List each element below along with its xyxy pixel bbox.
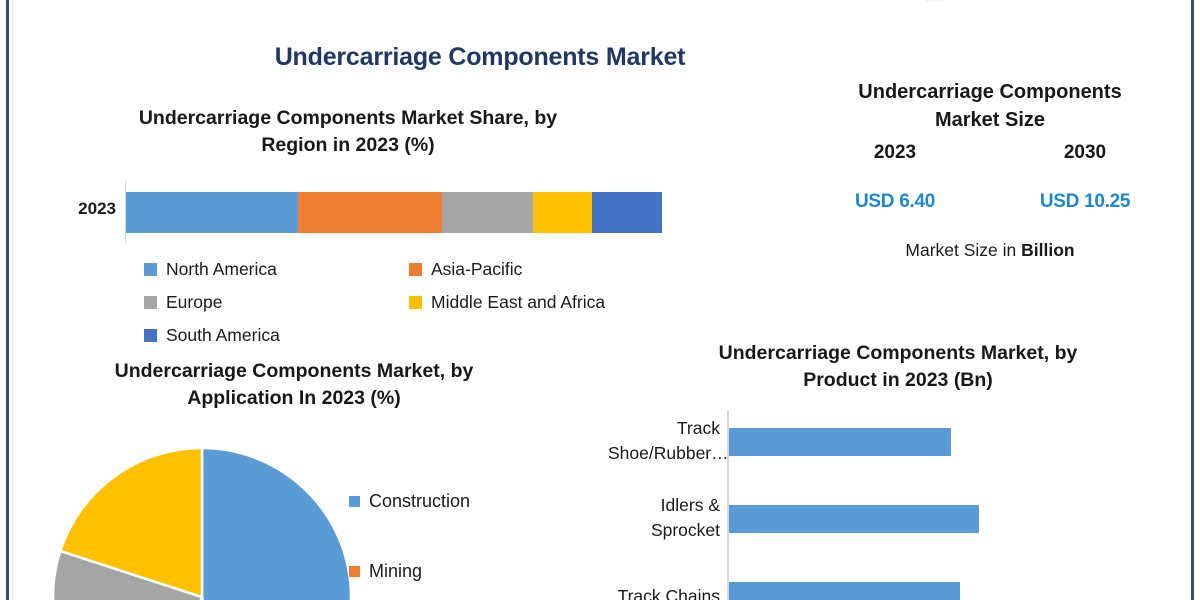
legend-item-label: Mining (369, 560, 423, 581)
region-share-axis-line (125, 181, 126, 243)
product-bar (729, 582, 960, 600)
product-bar-label-line1: Track Chains (617, 586, 720, 600)
market-size-column-end: 2030 USD 10.25 (990, 142, 1180, 213)
product-bar-row: Track Chains (608, 582, 1188, 600)
product-bar-label-line2: Shoe/Rubber… (608, 443, 729, 463)
frame-border-right (1191, 0, 1194, 600)
application-pie-title-line2: Application In 2023 (%) (187, 387, 401, 409)
pie-slice-agriculture (51, 549, 204, 600)
application-pie-svg (51, 446, 353, 600)
logo-remnant: ••• (925, 0, 943, 6)
legend-item-label: Middle East and Africa (431, 292, 606, 312)
frame-border-left-inner (12, 0, 13, 600)
legend-item: Asia-Pacific (409, 253, 674, 286)
market-size-year-end: 2030 (1063, 142, 1107, 163)
region-share-legend: North America Asia-Pacific Europe Middle Ea… (144, 253, 674, 352)
legend-item: South America (144, 319, 409, 352)
product-bar-label-line2: Sprocket (650, 520, 720, 540)
legend-swatch-icon (144, 329, 157, 342)
market-size-column-start: 2023 USD 6.40 (800, 142, 990, 213)
region-share-plot: 2023 (24, 181, 672, 243)
region-share-panel: Undercarriage Components Market Share, b… (24, 105, 672, 345)
region-share-title-line1: Undercarriage Components Market Share, b… (138, 107, 558, 129)
application-pie-legend: Construction Mining (349, 466, 579, 600)
application-pie-title: Undercarriage Components Market, by Appl… (24, 358, 564, 412)
market-size-value-start: USD 6.40 (855, 191, 935, 212)
page-title: Undercarriage Components Market (274, 43, 686, 71)
region-share-category-label: 2023 (78, 199, 116, 218)
market-size-title: Undercarriage Components Market Size (800, 78, 1180, 134)
market-size-year-start: 2023 (873, 142, 917, 163)
application-pie-title-line1: Undercarriage Components Market, by (114, 360, 474, 382)
market-size-footer-unit: Billion (1021, 240, 1075, 260)
legend-item: Europe (144, 286, 409, 319)
legend-swatch-icon (144, 296, 157, 309)
market-size-footer-prefix: Market Size in (905, 240, 1022, 260)
legend-swatch-icon (409, 263, 422, 276)
product-bars-axis-line (727, 410, 729, 600)
region-segment-europe (442, 192, 534, 233)
legend-item-label: Construction (369, 490, 471, 511)
legend-item-label: Europe (166, 292, 223, 312)
product-bar-label-line1: Track (676, 418, 720, 438)
frame-border-left (6, 0, 9, 600)
legend-item-label: Asia-Pacific (431, 259, 523, 279)
market-size-value-end: USD 10.25 (1039, 191, 1131, 212)
product-bar-label: Track Shoe/Rubber… (608, 416, 729, 466)
legend-swatch-icon (144, 263, 157, 276)
product-bars-panel: Undercarriage Components Market, by Prod… (608, 340, 1188, 600)
pie-slice-construction (200, 446, 353, 600)
product-bars-title-line1: Undercarriage Components Market, by (718, 342, 1078, 364)
region-segment-asia-pacific (297, 192, 443, 233)
product-bar-row: Track Shoe/Rubber… (608, 418, 1188, 504)
region-share-title-line2: Region in 2023 (%) (261, 134, 435, 156)
legend-item-label: South America (166, 325, 280, 345)
region-share-stacked-bar (126, 192, 662, 233)
application-pie-panel: Undercarriage Components Market, by Appl… (24, 358, 584, 600)
product-bar (729, 505, 979, 533)
market-size-title-line2: Market Size (934, 109, 1046, 131)
product-bars-title: Undercarriage Components Market, by Prod… (608, 340, 1188, 394)
product-bar-row: Idlers & Sprocket (608, 495, 1188, 581)
legend-item: Construction (349, 466, 579, 536)
product-bar (729, 428, 951, 456)
product-bar-label-line1: Idlers & (660, 495, 720, 515)
region-segment-south-america (592, 192, 662, 233)
legend-swatch-icon (349, 565, 360, 577)
legend-item: Middle East and Africa (409, 286, 674, 319)
region-segment-middle-east-and-africa (533, 192, 593, 233)
legend-swatch-icon (409, 296, 422, 309)
product-bars-title-line2: Product in 2023 (Bn) (803, 369, 993, 391)
market-size-title-line1: Undercarriage Components (858, 81, 1122, 103)
legend-item: North America (144, 253, 409, 286)
market-size-columns: 2023 USD 6.40 2030 USD 10.25 (800, 142, 1180, 213)
legend-item-label: North America (166, 259, 277, 279)
product-bars-plot: Track Shoe/Rubber… Idlers & Sprocket Track C… (608, 410, 1188, 600)
market-size-panel: Undercarriage Components Market Size 202… (800, 78, 1180, 261)
pie-slice-others (58, 446, 204, 599)
market-size-footer: Market Size in Billion (800, 240, 1180, 261)
legend-item: Mining (349, 536, 579, 600)
product-bar-label: Idlers & Sprocket (608, 493, 720, 543)
application-pie-chart (49, 444, 355, 600)
region-segment-north-america (126, 192, 298, 233)
region-share-title: Undercarriage Components Market Share, b… (24, 105, 672, 159)
legend-swatch-icon (349, 495, 360, 507)
product-bar-label: Track Chains (608, 584, 720, 600)
